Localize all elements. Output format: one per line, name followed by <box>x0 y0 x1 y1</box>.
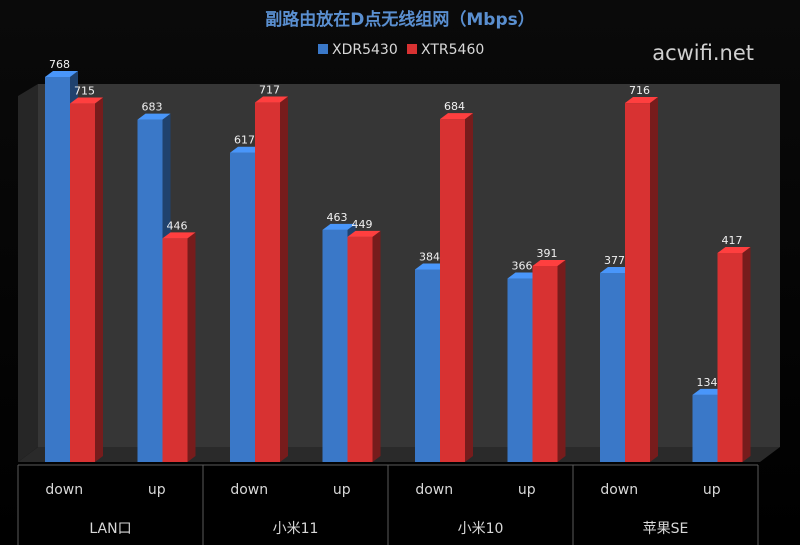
bar-top <box>600 267 633 274</box>
bar-xtr5460-1 <box>162 232 196 462</box>
bar-top <box>70 97 103 104</box>
bar-side <box>557 259 566 462</box>
bar-front <box>440 119 465 463</box>
bar-front <box>625 103 650 462</box>
tick-label: up <box>148 482 166 498</box>
bar-side <box>372 230 381 462</box>
bar-side <box>280 96 288 462</box>
bar-xtr5460-7 <box>717 246 751 462</box>
value-label: 134 <box>697 376 718 389</box>
bar-top <box>347 230 381 237</box>
bar-side <box>465 113 473 463</box>
bar-front <box>45 76 70 462</box>
plot-left-wall <box>18 84 38 462</box>
bars-layer <box>45 70 751 463</box>
value-label: 684 <box>444 100 465 113</box>
plot-floor <box>18 447 780 462</box>
bar-front <box>162 238 188 462</box>
bar-front <box>692 394 718 462</box>
tick-label: down <box>230 482 268 498</box>
value-label: 463 <box>327 211 348 224</box>
tick-label: up <box>518 482 536 498</box>
legend-swatch-xdr5430 <box>318 44 328 54</box>
tick-label: up <box>333 482 351 498</box>
bar-top <box>507 272 541 279</box>
value-label: 446 <box>167 219 188 232</box>
legend: XDR5430 XTR5460 <box>318 42 484 58</box>
bar-top <box>230 146 263 153</box>
bar-top <box>322 223 356 230</box>
group-label: 小米11 <box>273 521 319 537</box>
tick-label: down <box>45 482 83 498</box>
bar-top <box>255 96 288 103</box>
group-label: 小米10 <box>458 521 504 537</box>
value-label: 377 <box>604 254 625 267</box>
bar-top <box>45 70 78 77</box>
bar-xtr5460-2 <box>255 96 288 462</box>
category-table: down up down up down up down up LAN口 小米11 小米10 苹果SE <box>17 464 759 545</box>
legend-label-xdr5430: XDR5430 <box>332 42 398 58</box>
group-label: LAN口 <box>89 521 131 537</box>
bar-xtr5460-0 <box>70 97 103 462</box>
bar-side <box>742 246 751 462</box>
value-label: 715 <box>74 85 95 98</box>
value-label: 417 <box>722 234 743 247</box>
bar-front <box>347 236 373 462</box>
value-label: 449 <box>352 218 373 231</box>
bar-side <box>95 97 103 462</box>
watermark: acwifi.net <box>652 41 754 65</box>
value-label: 716 <box>629 84 650 97</box>
bar-front <box>600 273 625 462</box>
bar-side <box>650 97 658 462</box>
group-label: 苹果SE <box>643 521 689 537</box>
bar-front <box>507 278 533 462</box>
tick-label: up <box>703 482 721 498</box>
value-label: 683 <box>142 101 163 114</box>
bar-xtr5460-4 <box>440 113 473 463</box>
bar-top <box>440 113 473 120</box>
bar-xtr5460-5 <box>532 259 566 462</box>
legend-label-xtr5460: XTR5460 <box>421 42 484 58</box>
bar-top <box>415 263 448 270</box>
chart-title: 副路由放在D点无线组网（Mbps） <box>265 9 534 30</box>
tick-label: down <box>600 482 638 498</box>
bar-front <box>137 119 163 463</box>
bar-front <box>322 229 348 462</box>
value-label: 366 <box>512 260 533 273</box>
bar-front <box>230 152 255 462</box>
legend-swatch-xtr5460 <box>407 44 417 54</box>
bar-front <box>70 103 95 462</box>
bar-side <box>187 232 196 462</box>
bar-front <box>532 265 558 462</box>
bar-top <box>717 246 751 253</box>
bar-top <box>137 113 171 120</box>
bar-xtr5460-6 <box>625 97 658 462</box>
value-label: 717 <box>259 84 280 97</box>
bar-top <box>162 232 196 239</box>
value-label: 617 <box>234 134 255 147</box>
bar-front <box>415 269 440 462</box>
tick-label: down <box>415 482 453 498</box>
bar-xtr5460-3 <box>347 230 381 462</box>
value-label: 384 <box>419 250 440 263</box>
value-label: 768 <box>49 58 70 71</box>
bar-top <box>625 97 658 104</box>
bar-top <box>532 259 566 266</box>
plot-back-wall <box>38 84 780 447</box>
value-label: 391 <box>537 247 558 260</box>
bar-front <box>255 102 280 462</box>
value-labels-layer: 768 683 617 463 384 366 377 134 715 446 717 449 684 3… <box>49 58 743 389</box>
bar-front <box>717 252 743 462</box>
bar-top <box>692 388 726 395</box>
